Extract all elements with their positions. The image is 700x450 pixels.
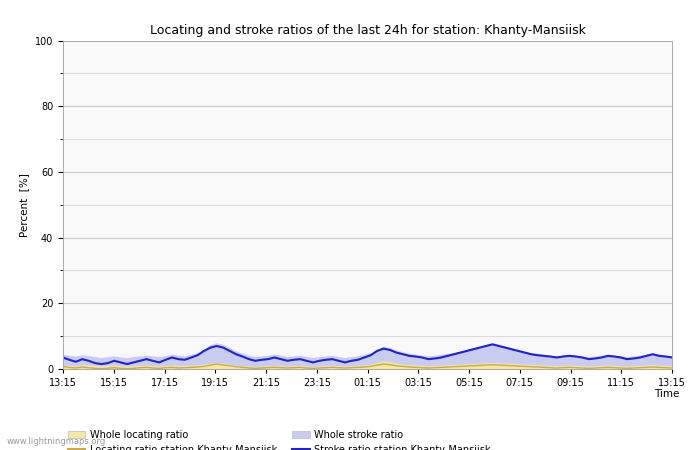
Title: Locating and stroke ratios of the last 24h for station: Khanty-Mansiisk: Locating and stroke ratios of the last 2… <box>150 23 585 36</box>
Text: Time: Time <box>654 389 679 399</box>
Text: www.lightningmaps.org: www.lightningmaps.org <box>7 436 106 446</box>
Legend: Whole locating ratio, Locating ratio station Khanty-Mansiisk, Whole stroke ratio: Whole locating ratio, Locating ratio sta… <box>68 430 491 450</box>
Y-axis label: Percent  [%]: Percent [%] <box>20 173 29 237</box>
